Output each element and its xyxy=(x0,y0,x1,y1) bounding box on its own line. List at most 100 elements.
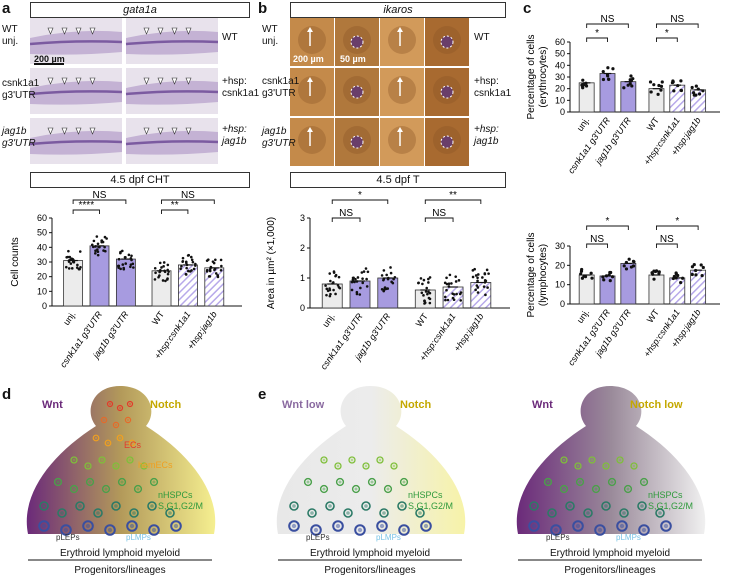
data-point xyxy=(659,84,664,88)
arrowhead-marker xyxy=(47,127,54,135)
thymus-outline xyxy=(440,135,454,149)
data-point xyxy=(166,272,170,276)
panel-b-fish-photos xyxy=(290,18,469,166)
bar xyxy=(377,277,399,309)
data-point xyxy=(380,274,384,277)
cell-nucleus xyxy=(610,480,614,484)
thymus-outline xyxy=(350,135,364,149)
significance-label: NS xyxy=(670,14,684,25)
bar xyxy=(204,267,225,307)
cell-nucleus xyxy=(379,523,385,529)
significance-label: NS xyxy=(432,208,446,219)
data-point xyxy=(191,260,195,264)
progenitor-cell xyxy=(112,421,120,429)
progenitor-cell xyxy=(75,501,85,511)
thymus-arrowhead xyxy=(397,127,403,132)
data-point xyxy=(421,282,424,286)
y-tick-label: 60 xyxy=(555,37,565,47)
data-point xyxy=(392,277,395,281)
data-point xyxy=(422,294,425,297)
data-point xyxy=(332,270,336,273)
significance-label: NS xyxy=(660,234,674,245)
cht-stain xyxy=(30,40,123,46)
progenitor-cell xyxy=(616,456,624,464)
data-point xyxy=(190,269,193,272)
thymus-arrowhead xyxy=(307,77,313,82)
progenitor-cell xyxy=(124,416,132,424)
progenitor-cell xyxy=(528,520,540,532)
arrowhead-marker xyxy=(185,127,192,135)
cell-nucleus xyxy=(546,480,550,484)
cell-nucleus xyxy=(114,504,118,508)
cell-nucleus xyxy=(402,480,406,484)
cell-nucleus xyxy=(173,523,179,529)
cell-nucleus xyxy=(335,523,341,529)
data-point xyxy=(428,301,432,305)
cell-shape xyxy=(26,386,216,534)
data-point xyxy=(681,276,685,280)
data-point xyxy=(365,285,369,288)
data-point xyxy=(122,266,125,270)
significance-label: NS xyxy=(590,234,604,245)
data-point xyxy=(690,85,694,90)
data-point xyxy=(484,293,487,297)
cell-nucleus xyxy=(562,487,566,491)
nhspcs-label: S,G1,G2/M xyxy=(648,501,693,511)
data-point xyxy=(476,276,479,280)
significance-bracket xyxy=(161,209,189,214)
data-point xyxy=(427,277,430,281)
progenitor-cell xyxy=(575,477,585,487)
data-point xyxy=(485,268,489,272)
cell-nucleus xyxy=(56,480,60,484)
data-point xyxy=(455,292,458,296)
significance-bracket xyxy=(424,199,482,204)
cell-nucleus xyxy=(107,527,113,533)
progenitor-cell xyxy=(319,484,329,494)
cell-nucleus xyxy=(118,406,122,410)
data-point xyxy=(214,272,218,275)
data-point xyxy=(483,272,487,275)
wnt-label: Wnt low xyxy=(282,399,325,411)
panel-a-scalebar-label: 200 µm xyxy=(34,54,65,64)
cell-nucleus xyxy=(104,487,108,491)
thymus-photo-bg xyxy=(380,68,424,116)
significance-bracket xyxy=(424,217,454,222)
fish-body xyxy=(30,130,122,155)
panel-a-row1-right: WT xyxy=(222,32,238,43)
progenitor-cell xyxy=(638,524,650,536)
data-point xyxy=(69,262,73,265)
data-point xyxy=(475,284,479,287)
data-point xyxy=(476,286,480,289)
x-tick-label: WT xyxy=(645,115,662,133)
data-point xyxy=(697,92,702,96)
progenitor-cell xyxy=(129,508,139,518)
progenitor-cell xyxy=(307,508,317,518)
significance-bracket xyxy=(656,243,678,248)
data-point xyxy=(481,276,484,279)
data-point xyxy=(674,272,678,276)
ecs-label: ECs xyxy=(124,440,142,450)
data-point xyxy=(386,287,390,290)
data-point xyxy=(216,274,219,277)
data-point xyxy=(602,278,606,282)
data-point xyxy=(671,80,675,84)
significance-bracket xyxy=(586,225,629,230)
data-point xyxy=(652,269,656,273)
progenitor-cell xyxy=(84,462,92,470)
data-point xyxy=(584,84,589,88)
data-point xyxy=(701,89,705,93)
y-axis-label: Percentage of cells xyxy=(526,232,537,317)
progenitor-cell xyxy=(623,484,633,494)
progenitor-cell xyxy=(100,416,108,424)
data-point xyxy=(102,249,105,252)
progenitor-cell xyxy=(149,477,159,487)
significance-bracket xyxy=(656,37,678,42)
significance-bracket xyxy=(586,37,608,42)
fish-body xyxy=(126,80,218,105)
y-tick-label: 60 xyxy=(37,213,47,223)
lineage-label: Erythroid lymphoid myeloid xyxy=(60,548,180,559)
lineage-label: Erythroid lymphoid myeloid xyxy=(550,548,670,559)
y-tick-label: 30 xyxy=(555,72,565,82)
data-point xyxy=(208,269,212,273)
